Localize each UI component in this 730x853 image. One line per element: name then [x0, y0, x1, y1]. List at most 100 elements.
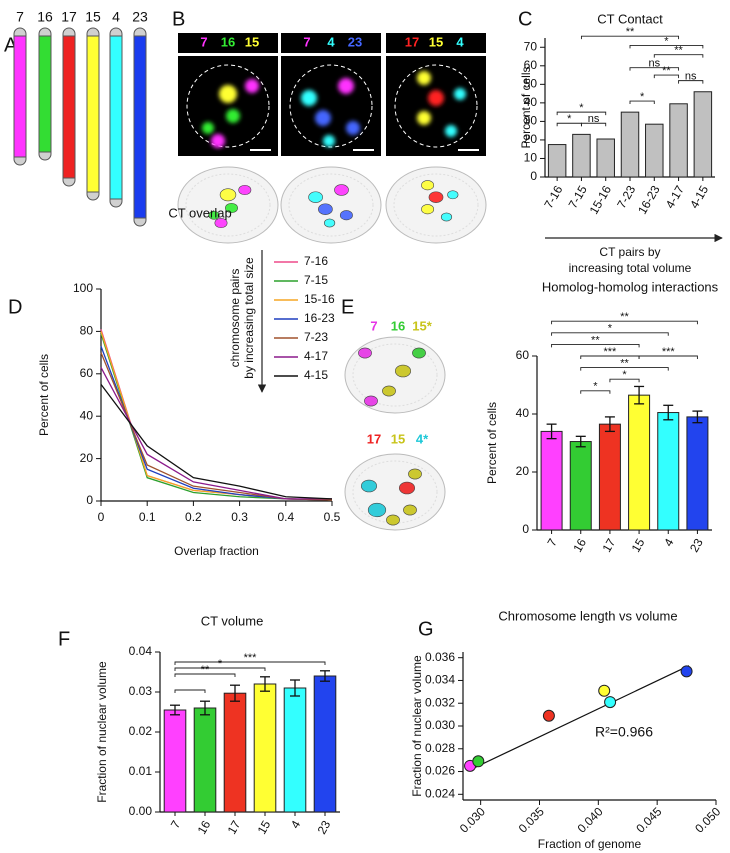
x-tick-label: 17 [599, 536, 618, 555]
x-tick-label: 15 [255, 818, 274, 837]
y-tick-label: 0 [86, 493, 93, 507]
chromosome-label: 7 [16, 9, 24, 25]
header-label: 16 [221, 34, 235, 49]
significance-bracket [174, 661, 326, 665]
chart-title: CT overlap [168, 205, 231, 220]
bar [283, 687, 307, 813]
x-tick-label: 0.1 [139, 510, 156, 524]
point [604, 696, 617, 709]
header-label: 4* [416, 431, 429, 446]
significance-label: ** [662, 65, 671, 77]
y-tick-label: 0.04 [129, 644, 153, 658]
significance-bracket [638, 355, 698, 359]
significance-bracket [556, 111, 607, 116]
chromosome-label: 23 [132, 9, 148, 25]
header-label: 7 [370, 318, 377, 333]
territory [428, 90, 444, 106]
significance-label: ** [201, 664, 210, 676]
bar [669, 103, 688, 178]
territory-render [447, 190, 459, 200]
territory-render [208, 210, 220, 220]
bar [686, 416, 709, 531]
x-tick-label: 15-16 [587, 183, 615, 217]
significance-label: * [608, 323, 613, 335]
y-tick-label: 60 [80, 366, 94, 380]
territory-render [428, 191, 444, 203]
territory [346, 121, 360, 135]
annotation: R²=0.966 [595, 724, 653, 740]
territory-render [364, 395, 378, 407]
header-bar [281, 33, 381, 53]
y-tick-label: 0.036 [425, 650, 455, 664]
significance-label: *** [662, 346, 676, 358]
header-label: 15* [412, 318, 432, 333]
territory-render [367, 502, 387, 518]
nucleus-render [344, 336, 446, 414]
significance-bracket [609, 378, 640, 383]
chromosome-label: 4 [112, 9, 120, 25]
x-tick-label: 0.050 [692, 804, 723, 835]
legend-title: by increasing total size [242, 257, 256, 379]
x-tick-label: 7 [168, 818, 184, 831]
territory-render [421, 204, 435, 215]
significance-label: ns [685, 71, 697, 83]
territory-render [386, 514, 400, 526]
significance-bracket [174, 667, 266, 671]
y-tick-label: 100 [73, 281, 93, 295]
y-tick-label: 50 [524, 77, 538, 91]
header-bar [386, 33, 486, 53]
territory-render [339, 210, 353, 221]
chromosome-label: 17 [61, 9, 77, 25]
x-axis-label: Overlap fraction [174, 544, 259, 558]
territory-render [214, 217, 228, 229]
significance-label: * [593, 381, 598, 393]
chromosome [38, 35, 52, 153]
significance-label: * [622, 369, 627, 381]
y-tick-label: 20 [516, 464, 530, 478]
header-label: 15 [245, 34, 259, 49]
bar [163, 709, 187, 813]
header-label: 15 [429, 34, 443, 49]
x-axis-label: increasing total volume [569, 261, 692, 275]
legend-title: chromosome pairs [228, 269, 242, 368]
y-tick-label: 40 [524, 95, 538, 109]
x-tick-label: 16-23 [635, 183, 663, 217]
header-label: 23 [348, 34, 362, 49]
series-line [100, 367, 332, 500]
chart-title: CT volume [201, 613, 264, 628]
territory [323, 135, 335, 147]
x-tick-label: 7-15 [566, 183, 590, 211]
panel-label: E [341, 296, 354, 318]
chromosome [13, 35, 27, 158]
nucleus-outline [394, 64, 478, 148]
chromosome-label: 16 [37, 9, 53, 25]
y-tick-label: 0.026 [425, 764, 455, 778]
y-tick-label: 0.034 [425, 673, 455, 687]
y-axis-label: Fraction of nuclear volume [95, 661, 109, 803]
territory-render [408, 468, 422, 480]
legend-label: 7-23 [304, 330, 328, 344]
x-tick-label: 7-23 [614, 183, 638, 211]
significance-label: ** [674, 45, 683, 57]
bar [596, 138, 615, 178]
point [680, 665, 693, 678]
significance-label: * [579, 102, 584, 114]
significance-label: ns [588, 113, 600, 125]
bar [598, 423, 621, 531]
chromosome [133, 35, 147, 219]
series-line [100, 346, 333, 501]
header-label: 15 [391, 431, 405, 446]
chromosome-label: 15 [85, 9, 101, 25]
bar [572, 133, 591, 178]
chart-title: CT Contact [597, 11, 663, 26]
significance-bracket [580, 122, 607, 127]
y-tick-label: 0.03 [129, 684, 153, 698]
bar [693, 91, 713, 178]
y-tick-label: 20 [80, 451, 94, 465]
x-tick-label: 4-15 [687, 183, 711, 211]
legend-label: 7-15 [304, 273, 328, 287]
y-tick-label: 0.028 [425, 741, 455, 755]
point [542, 709, 555, 722]
x-tick-label: 7-16 [541, 183, 565, 211]
